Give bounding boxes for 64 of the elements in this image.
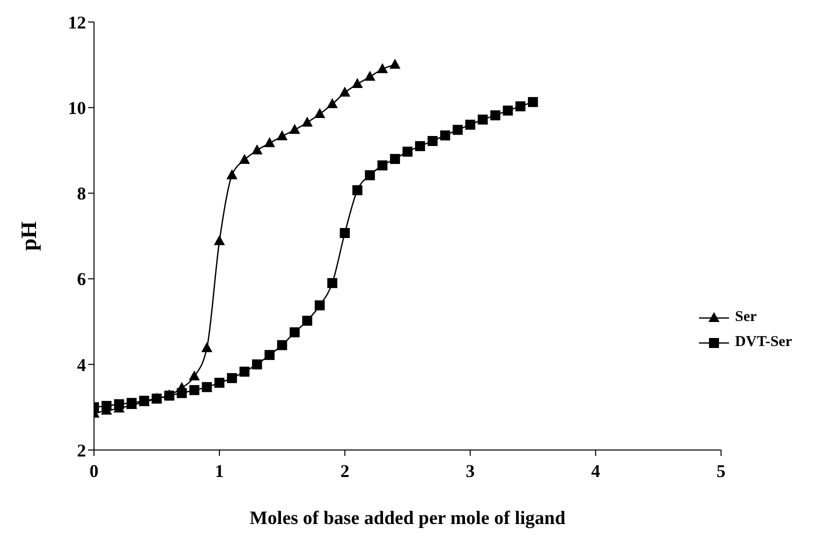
- x-tick-label: 5: [716, 460, 726, 481]
- point: [326, 98, 338, 108]
- x-tick-label: 2: [340, 460, 350, 481]
- point: [515, 101, 526, 112]
- point: [327, 278, 338, 288]
- y-tick-label: 10: [68, 98, 86, 118]
- legend-label: Ser: [735, 309, 757, 326]
- point: [314, 108, 326, 118]
- point: [264, 137, 276, 148]
- point: [390, 154, 400, 164]
- point: [415, 141, 426, 152]
- point: [302, 316, 312, 326]
- point: [226, 169, 238, 180]
- point: [440, 130, 450, 140]
- point: [202, 382, 212, 392]
- point: [339, 86, 350, 97]
- y-tick-label: 4: [77, 354, 86, 375]
- point: [364, 70, 376, 81]
- point: [478, 114, 488, 125]
- point: [238, 154, 250, 164]
- point: [252, 144, 263, 154]
- point: [252, 359, 262, 370]
- point: [352, 78, 363, 88]
- point: [264, 350, 275, 360]
- point: [452, 124, 463, 135]
- point: [102, 400, 112, 411]
- point: [226, 373, 237, 384]
- point: [114, 399, 124, 410]
- point: [364, 170, 375, 180]
- y-tick-label: 2: [77, 440, 86, 460]
- y-tick-label: 8: [77, 184, 86, 204]
- point: [352, 185, 362, 196]
- legend-label: DVT-Ser: [735, 334, 792, 351]
- point: [302, 116, 313, 127]
- y-tick-label: 12: [68, 12, 86, 32]
- point: [490, 110, 500, 120]
- point: [428, 136, 438, 146]
- x-tick-label: 3: [466, 460, 475, 481]
- point: [201, 342, 212, 352]
- point: [189, 385, 200, 396]
- point: [377, 160, 388, 170]
- point: [214, 235, 225, 246]
- y-tick-label: 6: [77, 269, 86, 290]
- point: [239, 366, 250, 377]
- point: [502, 106, 513, 116]
- point: [289, 124, 300, 134]
- x-axis-title: Moles of base added per mole of ligand: [250, 508, 566, 529]
- point: [465, 120, 476, 130]
- x-tick-label: 1: [214, 460, 224, 481]
- point: [214, 378, 224, 388]
- point: [277, 340, 288, 350]
- point: [314, 300, 325, 310]
- point: [389, 58, 400, 69]
- y-axis-title: pH: [16, 221, 41, 251]
- point: [528, 97, 538, 108]
- point: [340, 228, 350, 238]
- point: [290, 327, 300, 338]
- x-tick-label: 0: [90, 460, 98, 481]
- point: [176, 388, 187, 398]
- point: [376, 63, 388, 74]
- x-tick-label: 4: [591, 460, 600, 481]
- point: [276, 130, 288, 140]
- point: [402, 146, 413, 157]
- point: [188, 370, 200, 380]
